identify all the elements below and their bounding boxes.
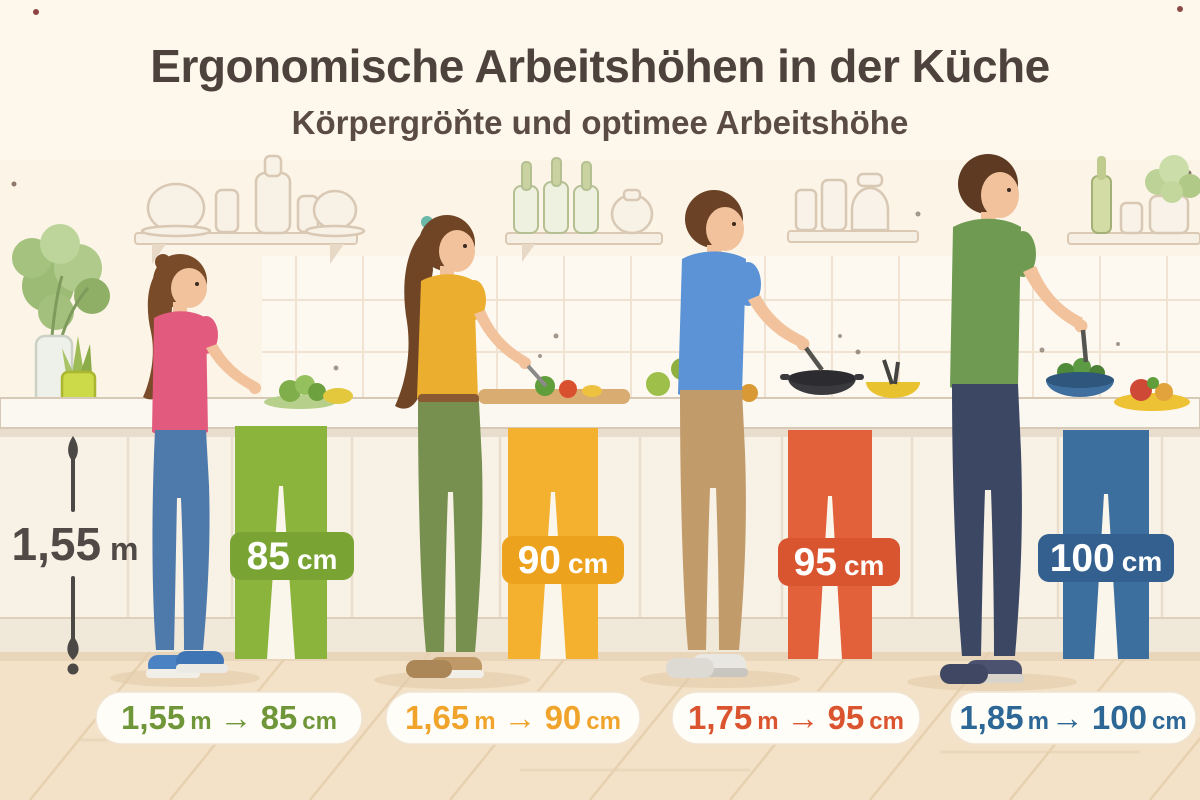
pants — [680, 390, 746, 650]
spatter-specks — [333, 211, 1120, 371]
header: Ergonomische Arbeitshöhen in der Küche K… — [150, 40, 1050, 141]
spatula — [804, 346, 824, 372]
belt — [418, 394, 479, 404]
shelf-bracket — [330, 244, 344, 264]
band-85cm-badge — [230, 532, 354, 580]
legend-pills: 1,55 m → 85 cm 1,65 m → 90 cm 1,75 m → 95 cm 1,85 m→ 1… — [95, 691, 1197, 745]
eye — [195, 282, 199, 286]
arrow-top — [68, 436, 78, 462]
band-90cm-label: 90 cm — [518, 539, 609, 582]
band-100cm-badge — [1038, 534, 1174, 582]
band-85cm: 85 cm — [230, 426, 354, 659]
spoon — [1080, 329, 1089, 363]
utensils — [882, 359, 900, 385]
hand — [796, 337, 810, 351]
squash — [323, 388, 353, 404]
shelf-right — [1067, 155, 1200, 245]
sneaker — [666, 658, 714, 678]
vegetables-left — [264, 375, 353, 409]
band-95cm-label: 95 cm — [794, 541, 885, 584]
apple — [646, 372, 670, 396]
arm — [1023, 266, 1083, 329]
white-jar — [610, 188, 654, 235]
mapping-label-155: 1,55 m → 85 cm — [121, 699, 337, 736]
person-155 — [143, 254, 261, 678]
wine-bottles — [513, 157, 599, 234]
page-title: Ergonomische Arbeitshöhen in der Küche — [150, 40, 1049, 92]
speck — [11, 181, 17, 187]
band-90cm: 90 cm — [502, 428, 624, 659]
knife — [526, 364, 548, 388]
cooking-pots — [780, 358, 1190, 411]
ceramic-jars — [140, 154, 366, 238]
shelf-left — [134, 154, 366, 264]
speck — [1177, 6, 1183, 12]
kitchen-shelves — [134, 154, 1200, 264]
mapping-label-175: 1,75 m → 95 cm — [688, 699, 904, 736]
mapping-pill-185: 1,85 m→ 100 cm — [949, 691, 1197, 745]
arm — [474, 310, 527, 366]
shelf-mid-right — [787, 172, 919, 243]
band-100cm: 100 cm — [1038, 430, 1174, 659]
person-185 — [940, 154, 1089, 684]
eye — [1007, 188, 1011, 192]
speck — [33, 9, 39, 15]
cup — [1119, 201, 1144, 235]
face — [439, 230, 475, 272]
green-bottle — [1091, 175, 1112, 234]
mapping-pill-165: 1,65 m → 90 cm — [385, 691, 641, 745]
marker-dot — [67, 663, 79, 675]
shelf-mid-left — [505, 157, 663, 262]
jeans — [952, 384, 1022, 656]
shirt — [678, 251, 746, 402]
bell-jar — [850, 186, 890, 232]
hand — [249, 382, 261, 394]
face — [981, 172, 1019, 218]
height-bands: 85 cm 90 cm 95 cm 100 cm — [230, 426, 1174, 659]
arm — [748, 295, 805, 347]
shelf-bracket — [522, 244, 535, 262]
hand — [1074, 319, 1088, 333]
shelf-bracket — [152, 244, 166, 264]
flat-shoe — [406, 660, 452, 678]
face — [171, 268, 207, 308]
shirt — [950, 218, 1021, 395]
yellow-plate — [1114, 393, 1190, 411]
sneaker — [940, 664, 988, 684]
mapping-pill-175: 1,75 m → 95 cm — [671, 691, 921, 745]
yellow-bowl — [866, 382, 920, 398]
band-90cm-badge — [502, 536, 624, 584]
eye — [732, 222, 736, 226]
band-95cm: 95 cm — [778, 430, 900, 659]
canisters — [794, 172, 890, 232]
counter-items — [264, 211, 1190, 411]
pants — [418, 402, 483, 652]
band-100cm-label: 100 cm — [1050, 537, 1163, 580]
face — [706, 207, 744, 251]
band-85cm-label: 85 cm — [247, 535, 338, 578]
jeans — [152, 430, 210, 650]
mapping-label-185: 1,85 m→ 100 cm — [959, 699, 1186, 736]
person-165 — [395, 215, 548, 678]
potted-plant-shelf — [1145, 155, 1200, 235]
arrow-bottom — [67, 636, 79, 660]
height-marker-label: 1,55 m — [12, 518, 139, 570]
arm — [206, 344, 257, 391]
cutting-board — [478, 389, 630, 404]
baseboard — [0, 618, 1200, 654]
mapping-label-165: 1,65 m → 90 cm — [405, 699, 621, 736]
shirt — [417, 274, 478, 406]
page-subtitle: Körpergröňte und optimee Arbeitshöhe — [292, 104, 909, 141]
shirt — [152, 311, 208, 438]
counter-shadow — [0, 428, 1200, 437]
person-175 — [666, 190, 824, 678]
leafy-plant — [12, 224, 110, 406]
tomato — [559, 380, 577, 398]
band-95cm-badge — [778, 538, 900, 586]
mapping-pill-155: 1,55 m → 85 cm — [95, 691, 363, 745]
height-marker: 1,55 m — [12, 436, 139, 675]
eye — [463, 244, 467, 248]
